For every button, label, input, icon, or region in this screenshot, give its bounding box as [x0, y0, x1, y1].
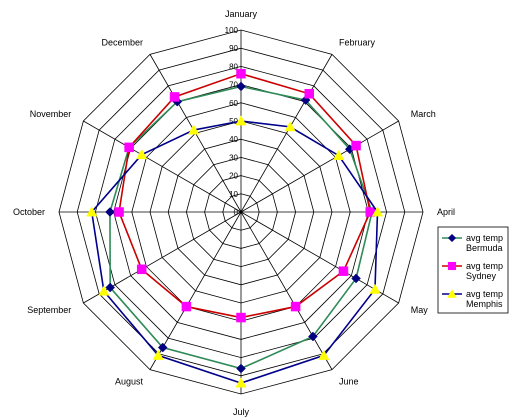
tick-label: 80	[229, 62, 238, 71]
spoke-may	[240, 211, 399, 304]
category-label-december: December	[101, 37, 143, 47]
series-line-avg-temp-sydney	[118, 72, 372, 319]
data-point-avg-temp-sydney-august	[181, 301, 192, 312]
category-label-august: August	[115, 377, 144, 387]
spoke-june	[240, 211, 333, 370]
data-point-avg-temp-memphis-april	[371, 206, 384, 217]
spoke-september	[83, 211, 242, 304]
legend-label: Sydney	[466, 271, 497, 281]
spoke-november	[83, 120, 242, 213]
category-label-november: November	[30, 109, 72, 119]
data-point-avg-temp-bermuda-september	[105, 282, 116, 293]
radial-axis-ticks: 0 10 20 30 40 50 60 70 80 90 100	[225, 26, 239, 217]
data-point-avg-temp-bermuda-august	[157, 342, 168, 353]
spoke-february	[240, 54, 333, 213]
legend-marker-avg-temp-sydney	[447, 261, 457, 271]
tick-label: 10	[229, 190, 238, 199]
data-point-avg-temp-bermuda-may	[351, 273, 361, 284]
series-avg-temp-memphis	[86, 115, 384, 388]
legend-label: Memphis	[466, 299, 503, 309]
data-point-avg-temp-memphis-july	[235, 377, 247, 388]
data-point-avg-temp-sydney-march	[351, 140, 361, 151]
spoke-march	[240, 120, 399, 213]
tick-label: 50	[229, 117, 238, 126]
legend-label: avg temp	[466, 289, 503, 299]
legend-label: avg temp	[466, 233, 503, 243]
category-labels: January February March April May June July Augu…	[13, 9, 455, 417]
data-point-avg-temp-bermuda-july	[236, 363, 246, 374]
legend-label: avg temp	[466, 261, 503, 271]
data-point-avg-temp-memphis-august	[152, 349, 164, 360]
data-point-avg-temp-sydney-november	[124, 142, 134, 153]
category-label-february: February	[339, 37, 376, 47]
series-avg-temp-sydney	[114, 68, 375, 323]
tick-label: 20	[229, 172, 238, 181]
data-point-avg-temp-memphis-november	[136, 148, 148, 160]
category-label-june: June	[339, 377, 359, 387]
data-point-avg-temp-memphis-december	[188, 124, 200, 135]
tick-label: 0	[234, 208, 239, 217]
legend-label: Bermuda	[466, 243, 503, 253]
tick-label: 30	[229, 153, 238, 162]
category-label-september: September	[27, 305, 71, 315]
tick-label: 70	[229, 81, 238, 90]
spoke-august	[149, 211, 242, 370]
data-point-avg-temp-memphis-may	[369, 283, 381, 294]
legend-marker-avg-temp-bermuda	[447, 233, 457, 243]
data-point-avg-temp-sydney-october	[114, 207, 124, 217]
data-point-avg-temp-sydney-february	[304, 89, 314, 99]
tick-label: 90	[229, 44, 238, 53]
data-point-avg-temp-bermuda-january	[236, 81, 246, 92]
category-label-january: January	[225, 9, 258, 19]
data-point-avg-temp-memphis-january	[235, 115, 247, 126]
tick-label: 40	[229, 135, 238, 144]
data-point-avg-temp-sydney-september	[136, 264, 147, 275]
series-layer	[86, 68, 384, 388]
data-point-avg-temp-sydney-may	[338, 266, 349, 276]
data-point-avg-temp-memphis-october	[86, 206, 98, 217]
data-point-avg-temp-bermuda-june	[308, 331, 318, 342]
category-label-october: October	[13, 207, 45, 217]
category-label-april: April	[437, 207, 455, 217]
legend-marker-avg-temp-memphis	[447, 289, 457, 298]
data-point-avg-temp-memphis-june	[318, 349, 330, 360]
data-point-avg-temp-memphis-february	[284, 121, 296, 132]
data-point-avg-temp-memphis-march	[333, 149, 345, 160]
data-point-avg-temp-sydney-july	[236, 312, 246, 323]
category-label-march: March	[411, 109, 436, 119]
tick-label: 100	[225, 26, 239, 35]
data-point-avg-temp-bermuda-october	[105, 207, 115, 217]
data-point-avg-temp-sydney-june	[290, 301, 301, 312]
tick-label: 60	[229, 99, 238, 108]
category-label-july: July	[233, 407, 250, 417]
category-label-may: May	[411, 305, 429, 315]
data-point-avg-temp-sydney-december	[169, 92, 180, 102]
data-point-avg-temp-sydney-january	[236, 68, 246, 79]
data-point-avg-temp-memphis-september	[98, 285, 110, 296]
